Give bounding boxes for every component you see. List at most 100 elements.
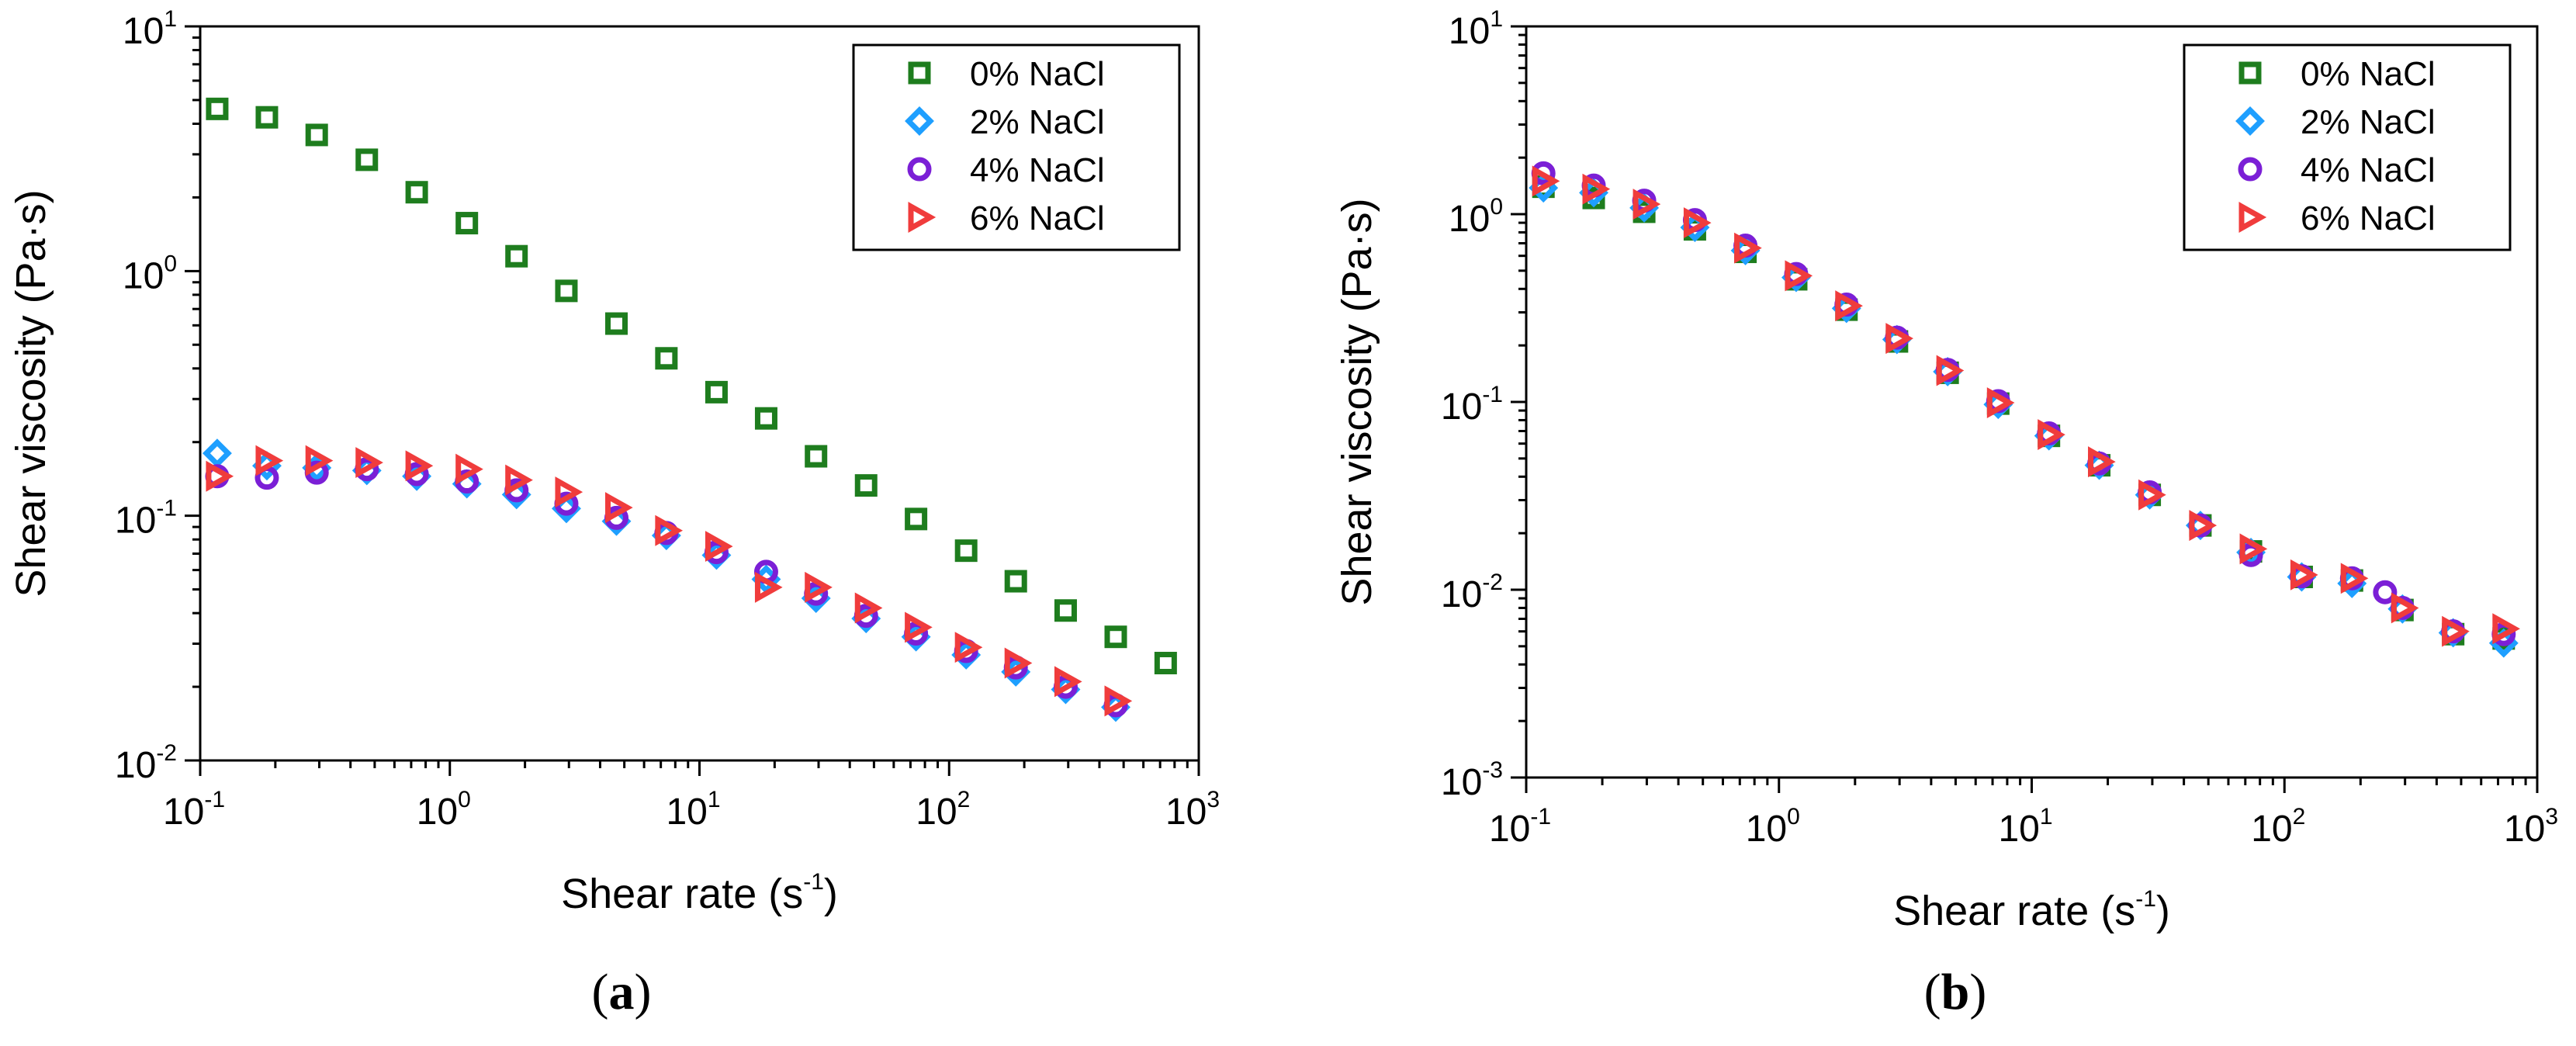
legend-marker [908,61,931,85]
x-tick-label: 103 [2504,804,2558,850]
legend-marker [2238,61,2262,85]
x-tick-label: 103 [1165,787,1220,833]
data-point [1986,387,2015,419]
data-point [605,312,628,335]
y-tick-label: 10-2 [115,740,177,786]
data-point [1835,290,1863,322]
series-2-nacl [202,438,1130,722]
data-point [1734,232,1762,264]
data-point [505,244,528,268]
data-point [255,445,284,476]
data-point [854,592,883,624]
data-point [555,476,583,508]
y-tick-label: 10-1 [1441,382,1503,428]
data-point [605,492,633,524]
data-point [1004,647,1033,679]
panel-caption: (a) [592,964,652,1020]
series-4-nacl [205,457,1128,718]
data-point [1054,666,1082,698]
data-point [505,464,533,496]
legend-marker [908,202,937,233]
data-point [1532,165,1560,197]
data-point [2038,419,2065,451]
x-tick-label: 10-1 [1489,804,1551,850]
data-point [1104,685,1133,717]
data-point [206,97,229,120]
x-tick-label: 102 [916,787,970,833]
data-point [555,279,578,303]
data-point [355,148,379,171]
data-point [2290,559,2318,591]
data-point [905,507,928,531]
data-point [1054,599,1077,622]
y-tick-label: 10-1 [115,496,177,542]
data-point [255,106,279,129]
x-tick-label: 100 [1746,804,1800,850]
data-point [1004,570,1027,593]
legend-label: 0% NaCl [2301,55,2436,93]
data-point [2373,580,2398,604]
data-point [1936,355,1965,386]
legend-marker [2238,157,2263,182]
data-point [2138,479,2166,511]
y-axis-title: Shear viscosity (Pa·s) [1334,198,1380,605]
data-point [2088,446,2116,478]
series-6-nacl [206,445,1133,717]
x-tick-label: 10-1 [163,787,225,833]
data-point [2239,533,2268,565]
data-point [305,123,328,147]
legend: 0% NaCl 2% NaCl 4% NaCl 6% NaCl [852,43,1181,251]
data-point [655,347,678,370]
data-point [305,445,334,476]
legend-marker [2238,202,2267,233]
data-point [355,447,383,479]
data-point [206,460,234,492]
data-point [905,611,933,643]
data-point [1582,173,1611,205]
data-point [655,514,684,546]
data-point [405,450,434,482]
y-tick-label: 10-2 [1441,570,1503,615]
data-point [705,380,728,404]
data-point [455,453,483,485]
y-tick-label: 101 [123,6,177,52]
data-point [754,571,783,603]
data-point [1104,625,1127,649]
legend-marker [907,157,932,182]
data-point [954,539,978,563]
series-0-nacl [206,97,1177,675]
legend-label: 0% NaCl [970,55,1105,93]
data-point [455,212,479,235]
y-tick-label: 100 [123,251,177,296]
data-point [805,445,828,468]
data-point [2492,613,2520,645]
series-6-nacl [1532,165,2520,647]
legend-label: 2% NaCl [2301,103,2436,141]
data-point [705,531,733,563]
data-point [1885,323,1913,355]
data-point [1633,189,1661,220]
data-point [1785,260,1813,292]
data-point [2391,592,2419,624]
x-tick-label: 101 [666,787,720,833]
legend-label: 4% NaCl [970,151,1105,189]
panel-caption: (b) [1924,964,1987,1020]
legend-marker [905,106,934,136]
legend-box [2183,43,2512,251]
x-axis-title: Shear rate (s-1) [1893,886,2170,934]
legend-label: 2% NaCl [970,103,1105,141]
data-point [954,632,983,663]
x-tick-label: 101 [1998,804,2052,850]
y-tick-label: 100 [1449,194,1503,240]
legend-box [852,43,1181,251]
data-point [405,181,428,204]
data-point [1683,207,1712,239]
x-axis-title: Shear rate (s-1) [561,869,838,917]
y-tick-label: 101 [1449,6,1503,52]
data-point [805,571,833,603]
data-point [2340,563,2369,594]
legend-label: 6% NaCl [2301,199,2436,237]
data-point [854,474,878,497]
